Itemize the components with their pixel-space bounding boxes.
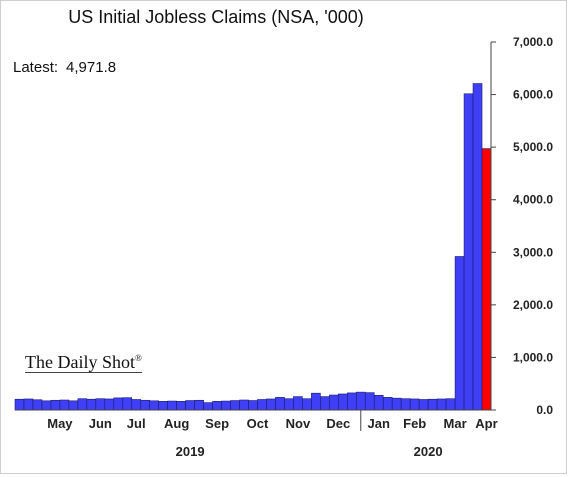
y-tick-label: 0.0 <box>536 403 553 417</box>
bar <box>158 401 168 411</box>
bar <box>23 398 34 411</box>
bar <box>266 398 276 411</box>
bar <box>68 400 79 411</box>
bar <box>176 401 186 411</box>
watermark-logo: The Daily Shot® <box>25 349 142 373</box>
bar <box>418 399 429 411</box>
latest-label: Latest: <box>13 59 59 76</box>
bar <box>391 397 402 411</box>
bar <box>194 399 204 411</box>
bar <box>400 398 411 411</box>
bar-latest <box>481 148 492 411</box>
latest-value-annotation: Latest: 4,971.8 <box>13 59 116 76</box>
bar <box>104 398 115 411</box>
x-month-label: Sep <box>205 416 229 431</box>
bar <box>275 397 285 411</box>
x-month-label: Nov <box>286 416 311 431</box>
x-year-label: 2019 <box>176 444 205 459</box>
bar <box>445 398 456 411</box>
bar <box>77 398 88 411</box>
watermark-text: The Daily Shot <box>25 352 135 372</box>
y-tick-label: 7,000.0 <box>513 35 553 49</box>
bar <box>293 396 303 411</box>
bar <box>122 397 133 411</box>
y-tick-label: 3,000.0 <box>513 245 553 259</box>
bar <box>41 400 52 411</box>
bar <box>167 400 177 411</box>
bar <box>346 392 357 411</box>
x-month-label: Mar <box>444 416 467 431</box>
y-tick-label: 5,000.0 <box>513 140 553 154</box>
bar <box>355 391 366 411</box>
bar <box>463 93 474 411</box>
bar <box>436 398 447 411</box>
bar <box>472 83 483 411</box>
bar <box>239 399 249 411</box>
bar <box>302 398 312 411</box>
bar <box>14 398 25 411</box>
x-month-label: May <box>47 416 73 431</box>
bar <box>59 399 70 411</box>
bar <box>131 399 142 411</box>
x-month-label: Oct <box>247 416 269 431</box>
bar <box>95 398 106 411</box>
x-month-label: Apr <box>475 416 497 431</box>
x-month-label: Feb <box>403 416 426 431</box>
bar <box>311 392 321 411</box>
x-month-label: Jan <box>367 416 389 431</box>
y-tick-label: 6,000.0 <box>513 88 553 102</box>
bar <box>284 398 294 411</box>
y-tick-label: 1,000.0 <box>513 350 553 364</box>
watermark-registered-mark: ® <box>135 353 142 363</box>
bar <box>248 400 258 411</box>
x-month-label: Dec <box>326 416 350 431</box>
bar <box>454 256 465 411</box>
bar <box>320 396 330 411</box>
bar <box>230 400 240 411</box>
bar <box>382 397 393 411</box>
bar <box>373 394 384 411</box>
bar <box>409 398 420 411</box>
bar <box>140 399 151 411</box>
x-month-label: Jul <box>127 416 146 431</box>
x-month-label: Aug <box>164 416 189 431</box>
bar <box>185 400 195 411</box>
x-year-label: 2020 <box>414 444 443 459</box>
bar <box>329 394 339 411</box>
bar <box>338 393 348 411</box>
bar <box>50 399 61 411</box>
bar <box>203 402 213 411</box>
bar <box>32 399 43 411</box>
chart-title: US Initial Jobless Claims (NSA, '000) <box>68 7 364 27</box>
bar <box>257 399 267 411</box>
bar <box>113 397 124 411</box>
bar <box>364 392 375 411</box>
bar <box>149 400 160 411</box>
bar <box>221 400 231 411</box>
bar <box>427 398 438 411</box>
bar <box>86 398 97 411</box>
y-tick-label: 4,000.0 <box>513 193 553 207</box>
latest-value: 4,971.8 <box>66 59 117 76</box>
x-month-label: Jun <box>89 416 112 431</box>
y-tick-label: 2,000.0 <box>513 298 553 312</box>
bar <box>212 401 222 411</box>
